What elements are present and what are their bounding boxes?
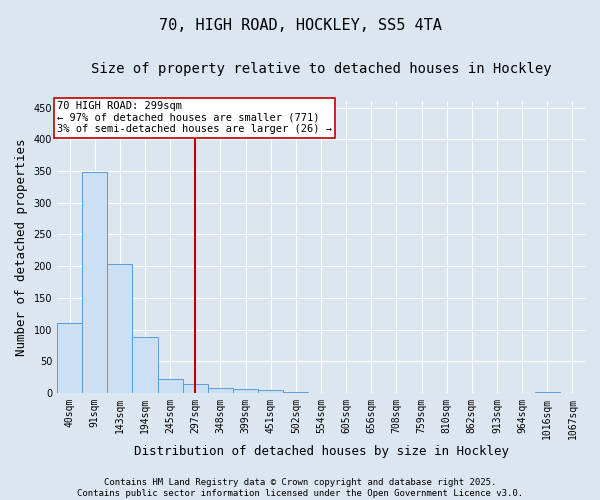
Text: 70 HIGH ROAD: 299sqm
← 97% of detached houses are smaller (771)
3% of semi-detac: 70 HIGH ROAD: 299sqm ← 97% of detached h… (57, 102, 332, 134)
Bar (107, 264, 133, 393)
Bar (283, 392, 308, 393)
Bar (258, 390, 283, 393)
X-axis label: Distribution of detached houses by size in Hockley: Distribution of detached houses by size … (134, 444, 509, 458)
Text: Contains HM Land Registry data © Crown copyright and database right 2025.
Contai: Contains HM Land Registry data © Crown c… (77, 478, 523, 498)
Bar (535, 392, 560, 393)
Bar (208, 388, 233, 393)
Bar (183, 384, 208, 393)
Title: Size of property relative to detached houses in Hockley: Size of property relative to detached ho… (91, 62, 551, 76)
Bar (158, 379, 183, 393)
Text: 70, HIGH ROAD, HOCKLEY, SS5 4TA: 70, HIGH ROAD, HOCKLEY, SS5 4TA (158, 18, 442, 32)
Bar (233, 388, 258, 393)
Y-axis label: Number of detached properties: Number of detached properties (15, 138, 28, 356)
Bar (82, 172, 107, 393)
Bar (57, 323, 82, 393)
Bar (133, 337, 158, 393)
